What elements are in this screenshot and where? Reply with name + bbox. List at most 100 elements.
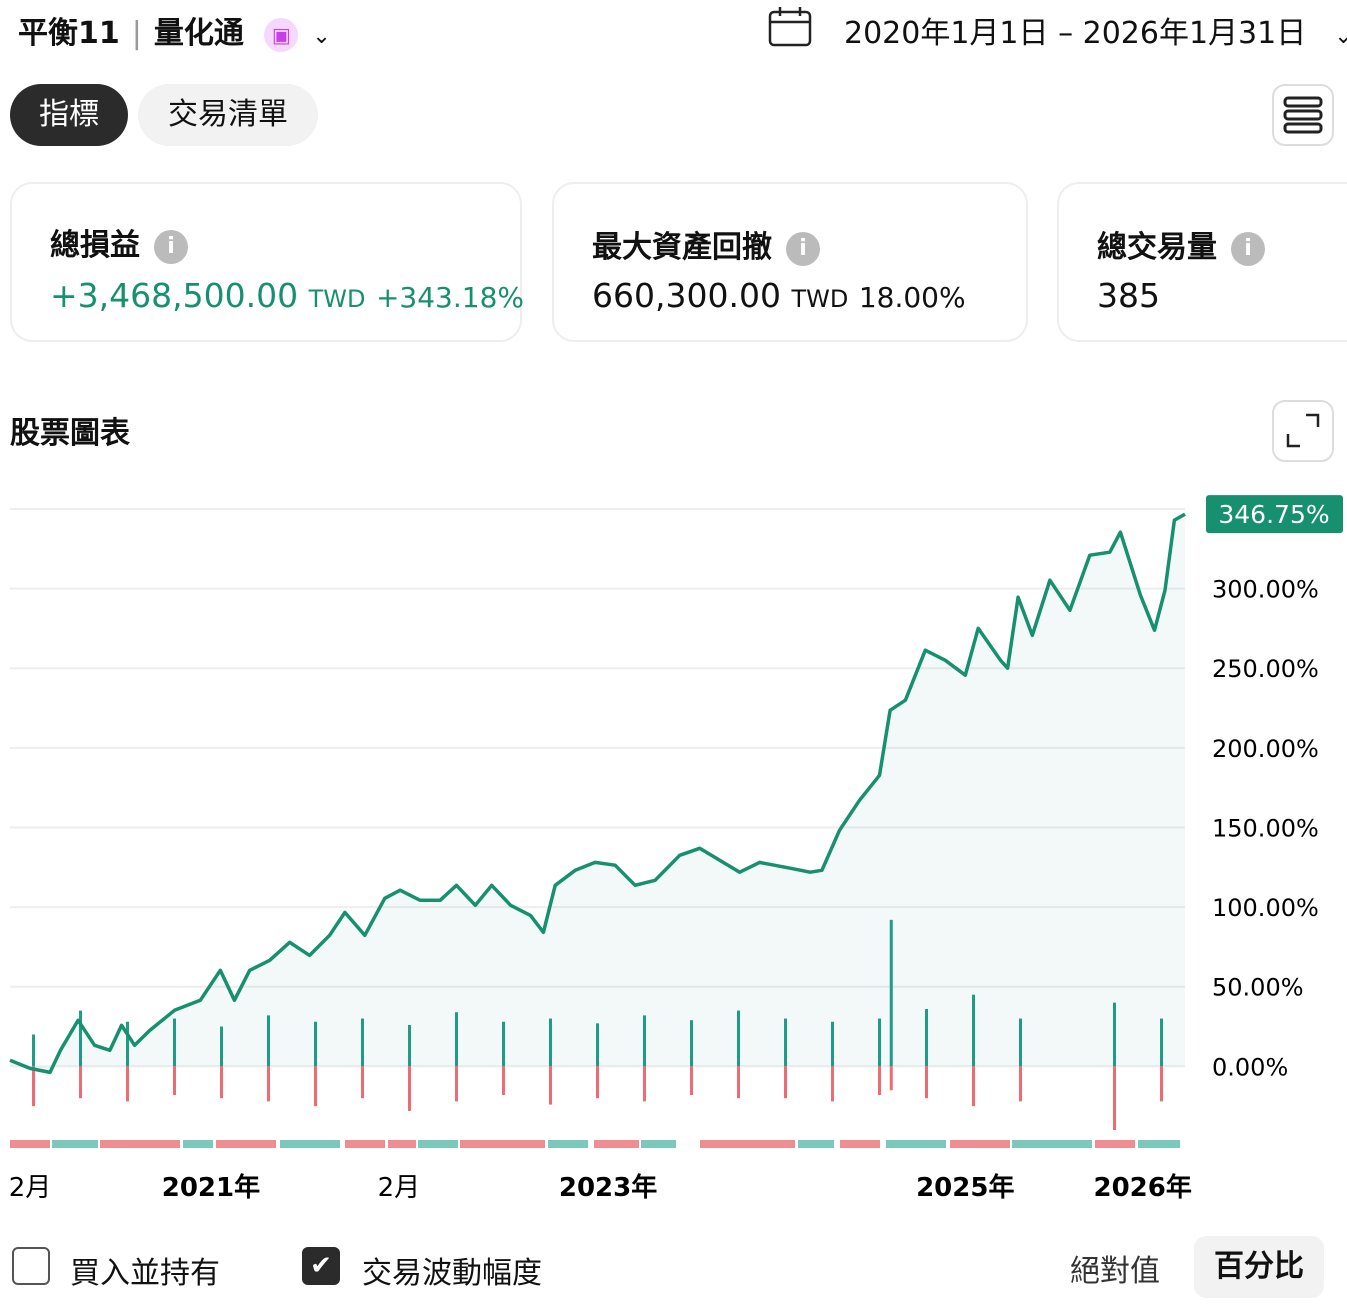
trade-bar: [925, 1066, 928, 1099]
trade-bar: [220, 1066, 223, 1099]
y-tick-label: 100.00%: [1212, 894, 1319, 922]
chevron: ⌄: [1334, 24, 1347, 49]
x-tick-label: 2021年: [162, 1172, 260, 1203]
card-label: 總損益: [50, 228, 140, 263]
y-tick-label: 150.00%: [1212, 814, 1319, 842]
trade-strip: [10, 1140, 1180, 1148]
trade-bar: [643, 1066, 646, 1102]
card: 最大資產回撤 i 660,300.00 TWD 18.00%: [552, 182, 1028, 342]
card-label: 總交易量: [1097, 230, 1217, 265]
trade-bar: [784, 1018, 787, 1067]
last-value-box: [1206, 495, 1343, 534]
trade-bar: [549, 1018, 552, 1067]
trade-bar: [455, 1012, 458, 1067]
x-tick-label: 2026年: [1094, 1172, 1192, 1203]
trade-bar: [831, 1066, 834, 1102]
trade-bar: [455, 1066, 458, 1102]
y-tick-label: 200.00%: [1212, 735, 1319, 763]
checkbox[interactable]: [12, 1247, 50, 1285]
x-tick-label: 2025年: [916, 1172, 1014, 1203]
trade-bar: [643, 1015, 646, 1067]
toggle[interactable]: 絕對值: [1070, 1254, 1160, 1289]
trade-bar: [32, 1034, 35, 1067]
trade-bar: [79, 1066, 82, 1099]
tab[interactable]: 交易清單: [138, 84, 318, 146]
trade-bar: [1160, 1018, 1163, 1067]
calendar-icon[interactable]: [768, 6, 814, 48]
trade-bar: [737, 1010, 740, 1067]
trade-bar: [314, 1021, 317, 1067]
trade-bar: [596, 1066, 599, 1099]
strategy: 平衡11: [18, 16, 120, 51]
y-tick-label: 250.00%: [1212, 655, 1319, 683]
card: 總交易量 i 385: [1057, 182, 1347, 342]
trade-bar: [690, 1066, 693, 1096]
x-tick-label: 2023年: [559, 1172, 657, 1203]
trade-bar: [878, 1018, 881, 1067]
info-icon[interactable]: i: [786, 231, 820, 266]
trade-bar: [502, 1021, 505, 1067]
trade-bar: [267, 1066, 270, 1102]
trade-bar: [126, 1066, 129, 1102]
trade-bar: [408, 1066, 411, 1111]
trade-bar: [502, 1066, 505, 1096]
trade-bar: [361, 1018, 364, 1067]
trade-bar: [32, 1066, 35, 1107]
trade-bar: [1160, 1066, 1163, 1102]
trade-bar: [267, 1015, 270, 1067]
area: [10, 514, 1185, 1073]
chevron: ⌄: [312, 24, 331, 49]
trade-bar: [173, 1066, 176, 1096]
trade-bar: [690, 1020, 693, 1067]
x-tick-label: 2月: [378, 1173, 421, 1203]
trade-bar: [831, 1021, 834, 1067]
card-percent: +343.18%: [375, 281, 525, 314]
card-percent: 18.00%: [858, 281, 966, 314]
checkbox-label: 交易波動幅度: [362, 1256, 542, 1291]
trade-bar: [173, 1018, 176, 1067]
chart: 0.00% 50.00% 100.00% 150.00% 200.00% 250.00% 3…: [9, 495, 1343, 1203]
menu-button[interactable]: [1272, 84, 1334, 146]
trade-bar: [889, 1066, 893, 1091]
card: 總損益 i +3,468,500.00 TWD +343.18%: [10, 182, 525, 342]
y-tick-label: 50.00%: [1212, 974, 1304, 1002]
expand-button[interactable]: [1272, 400, 1334, 462]
checkbox-label: 買入並持有: [70, 1256, 220, 1291]
trade-bar: [408, 1024, 411, 1067]
card-label: 最大資產回撤: [592, 230, 772, 265]
trade-bar: [549, 1066, 552, 1105]
card-unit: TWD: [791, 285, 849, 313]
trade-bar: [79, 1010, 82, 1067]
card-value: +3,468,500.00: [50, 276, 299, 315]
date-sep: –: [1058, 16, 1074, 51]
trade-bar: [878, 1066, 881, 1096]
trade-bar: [972, 994, 975, 1067]
date-end: 2026年1月31日: [1082, 16, 1307, 51]
checkbox-checked[interactable]: ✔: [302, 1247, 340, 1285]
trade-bar: [737, 1066, 740, 1099]
provider: 量化通: [153, 16, 244, 51]
sep: |: [131, 16, 142, 51]
tab-active[interactable]: 指標: [10, 84, 128, 146]
trade-bar: [1019, 1066, 1022, 1102]
trade-bar: [596, 1023, 599, 1067]
card-value: 385: [1097, 276, 1160, 315]
trade-bar: [314, 1066, 317, 1107]
date-start: 2020年1月1日: [844, 16, 1049, 51]
trade-bar: [1113, 1002, 1116, 1067]
date-range[interactable]: 2020年1月1日 – 2026年1月31日 ⌄: [844, 8, 1347, 52]
toggle-active[interactable]: 百分比: [1194, 1236, 1324, 1298]
header-title[interactable]: 平衡11 | 量化通 ▣ ⌄: [18, 8, 331, 52]
trade-bar: [1113, 1066, 1116, 1131]
trade-bar: [1019, 1018, 1022, 1067]
trade-bar: [925, 1009, 928, 1067]
trade-bar: [889, 919, 893, 1067]
card-unit: TWD: [308, 285, 366, 313]
info-icon[interactable]: i: [154, 229, 188, 264]
info-icon[interactable]: i: [1231, 231, 1265, 266]
x-tick-label: 2月: [9, 1173, 52, 1203]
section-title: 股票圖表: [10, 416, 130, 451]
line: [9, 512, 1186, 1075]
trade-bar: [784, 1066, 787, 1099]
